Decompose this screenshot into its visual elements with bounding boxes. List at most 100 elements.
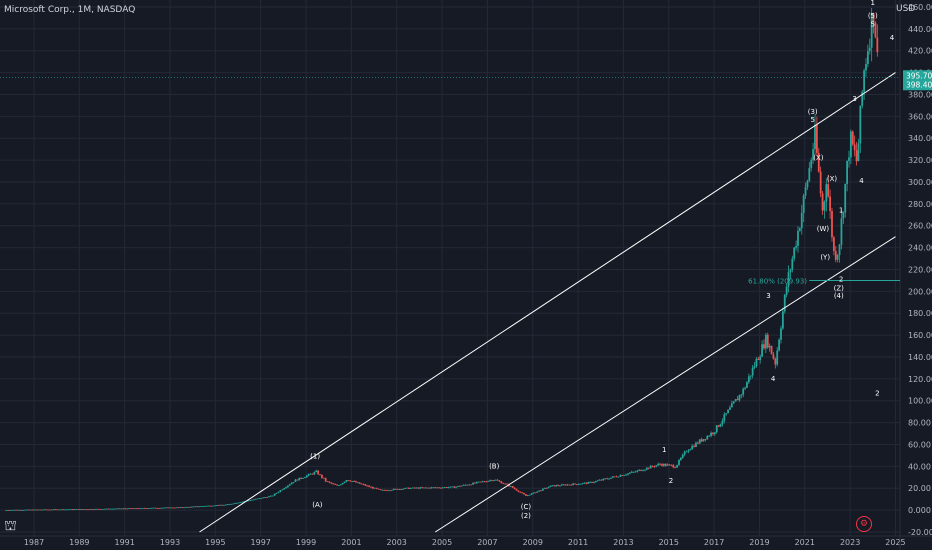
candle-body [659, 463, 661, 465]
x-tick-label: 2017 [704, 538, 724, 547]
candle-body [101, 508, 104, 510]
candle-body [778, 339, 780, 351]
y-tick-label: 280.00 [908, 200, 932, 209]
candle-body [491, 480, 493, 482]
candle-body [649, 465, 652, 469]
candle-body [218, 504, 221, 506]
candle-body [177, 507, 180, 509]
candle-body [825, 184, 828, 202]
candle-body [230, 503, 233, 505]
candle-body [11, 509, 13, 511]
candle-body [37, 509, 40, 511]
candle-body [256, 498, 259, 500]
y-tick-label: 100.00 [908, 397, 932, 406]
y-tick-label: 300.00 [908, 178, 932, 187]
candle-body [324, 478, 327, 482]
candle-body [717, 425, 720, 427]
settings-icon[interactable]: ⚙ [856, 516, 872, 532]
candle-body [109, 508, 112, 510]
candle-body [175, 507, 178, 509]
candle-body [464, 484, 467, 486]
candle-body [759, 356, 762, 360]
candle-body [349, 480, 352, 482]
candle-body [744, 387, 746, 389]
last-price-label: 395.70 [906, 71, 932, 80]
candle-body [273, 493, 276, 496]
candle-body [670, 464, 673, 466]
candle-body [271, 495, 274, 497]
candle-body [725, 413, 728, 415]
candle-body [774, 358, 777, 365]
candle-body [761, 344, 763, 357]
candle-body [657, 463, 660, 466]
candle-body [666, 464, 669, 466]
x-tick-label: 1997 [251, 538, 271, 547]
candle-body [167, 507, 170, 509]
candle-body [547, 487, 550, 489]
candle-body [730, 403, 733, 408]
x-tick-label: 2003 [387, 538, 407, 547]
candle-body [751, 367, 754, 376]
candle-body [237, 502, 240, 504]
candle-body [559, 485, 561, 487]
y-tick-label: 200.00 [908, 287, 932, 296]
candle-body [797, 230, 799, 246]
candle-body [360, 483, 363, 485]
x-tick-label: 2023 [840, 538, 860, 547]
candle-body [75, 509, 78, 510]
candle-body [443, 487, 446, 488]
candle-body [99, 509, 102, 510]
candle-body [812, 149, 814, 161]
candle-body [381, 489, 384, 491]
candle-body [772, 354, 775, 359]
candle-body [260, 498, 263, 499]
candle-body [353, 481, 355, 482]
candle-body [279, 490, 282, 492]
candle-body [292, 481, 295, 483]
candle-body [453, 486, 456, 488]
candle-body [156, 508, 159, 509]
candle-body [379, 489, 382, 490]
x-tick-label: 1993 [160, 538, 180, 547]
candle-body [334, 483, 337, 485]
candle-body [143, 507, 146, 509]
candle-body [358, 482, 361, 484]
candle-body [781, 311, 784, 329]
candle-body [372, 486, 374, 489]
candle-body [373, 487, 376, 489]
wave-label: 2 [669, 477, 673, 485]
candle-body [570, 484, 573, 486]
candle-body [475, 481, 478, 484]
candle-body [840, 218, 843, 245]
candle-body [574, 483, 576, 485]
candle-body [764, 334, 767, 349]
candle-body [137, 508, 140, 510]
candle-body [411, 487, 414, 489]
candle-body [710, 432, 712, 436]
candle-body [200, 506, 202, 507]
candle-body [41, 509, 44, 511]
candle-body [685, 451, 688, 453]
candle-body [489, 480, 491, 482]
candle-body [532, 492, 535, 494]
candle-body [392, 488, 395, 491]
candle-body [585, 482, 588, 484]
candle-body [855, 150, 858, 162]
candle-body [734, 399, 737, 402]
candle-body [462, 484, 465, 486]
candle-body [406, 487, 408, 489]
candle-body [849, 131, 852, 158]
candle-body [511, 486, 514, 488]
candle-body [232, 503, 235, 505]
candle-body [368, 485, 371, 487]
y-tick-label: 20.00 [908, 484, 931, 493]
candle-body [542, 488, 544, 491]
candle-body [746, 382, 748, 388]
y-tick-label: 380.00 [908, 90, 932, 99]
y-tick-label: 420.00 [908, 47, 932, 56]
candle-body [326, 481, 329, 483]
x-tick-label: 2013 [613, 538, 633, 547]
candle-body [239, 502, 242, 503]
candle-body [610, 477, 612, 479]
